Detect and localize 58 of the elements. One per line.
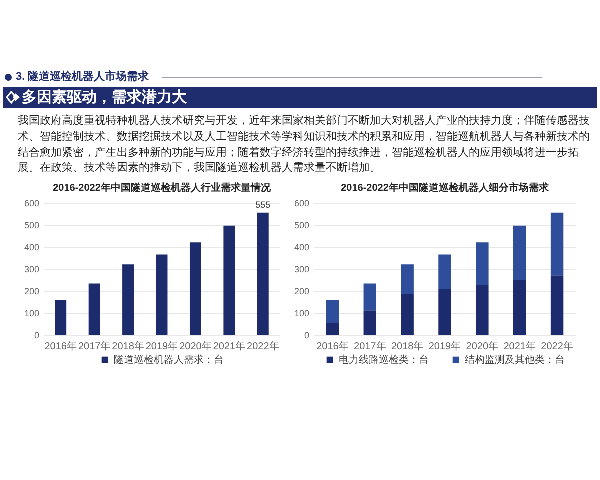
y-tick-label: 500 — [294, 220, 310, 230]
bar — [190, 242, 202, 335]
legend-label: 结构监测及其他类：台 — [465, 354, 565, 366]
banner: 多因素驱动，需求潜力大 — [3, 87, 597, 108]
x-tick-label: 2016年 — [316, 340, 349, 352]
x-tick-label: 2020年 — [466, 340, 499, 352]
x-tick-label: 2017年 — [354, 340, 386, 352]
y-tick-label: 0 — [34, 330, 40, 340]
x-tick-label: 2018年 — [112, 340, 144, 352]
bar — [550, 212, 564, 276]
x-tick-label: 2021年 — [213, 340, 246, 352]
x-tick-label: 2020年 — [180, 340, 212, 352]
text: 我国政府高度重视特种机器人技术研究与开发，近年来国家相关部门不断加大对机器人产业的扶持力度；伴随传感器技术、智能控制技术、数据挖掘技术以及人工智能技术等学科知识和技术的积累和应用，智能巡航机器人与各种新技术的结合愈加紧密，产生出多种新的功能与应用；随着数字经济转型的持续推进，智能巡检机器人的应用领域将进一步拓展。在政策、技术等因素的推动下，我国隧道巡检机器人需求量不断增加。 — [18, 114, 591, 176]
bar — [476, 285, 489, 335]
text: 3. 隧道巡检机器人市场需求 — [16, 70, 150, 85]
y-tick-label: 0 — [304, 330, 310, 340]
bar — [476, 242, 489, 286]
bar — [364, 284, 377, 311]
bar — [122, 264, 134, 335]
chart-title: 2016-2022年中国隧道巡检机器人行业需求量情况 — [53, 182, 272, 194]
bar — [364, 310, 377, 335]
data-label: 555 — [256, 200, 271, 210]
bar — [513, 226, 526, 280]
bar — [326, 323, 340, 335]
y-tick-label: 600 — [294, 198, 310, 208]
bar — [550, 276, 564, 335]
bar — [326, 300, 340, 324]
bar — [224, 226, 236, 335]
bar — [438, 289, 452, 335]
y-tick-label: 400 — [24, 242, 40, 252]
x-tick-label: 2019年 — [146, 340, 178, 352]
y-tick-label: 100 — [294, 308, 310, 318]
bar — [438, 254, 452, 290]
y-tick-label: 300 — [24, 264, 40, 274]
y-tick-label: 100 — [24, 308, 40, 318]
x-tick-label: 2022年 — [541, 340, 574, 352]
y-tick-label: 600 — [24, 198, 40, 208]
x-tick-label: 2018年 — [391, 340, 424, 352]
x-tick-label: 2019年 — [428, 340, 462, 352]
y-tick-label: 200 — [24, 286, 40, 296]
bar — [401, 294, 414, 335]
x-tick-label: 2021年 — [504, 340, 536, 352]
bar — [55, 300, 67, 335]
bar — [88, 284, 100, 335]
x-tick-label: 2017年 — [78, 340, 111, 352]
bar — [401, 264, 414, 294]
y-tick-label: 500 — [24, 220, 40, 230]
x-tick-label: 2022年 — [247, 340, 280, 352]
y-tick-label: 400 — [294, 242, 310, 252]
x-tick-label: 2016年 — [44, 340, 77, 352]
chart-title: 2016-2022年中国隧道巡检机器人细分市场需求 — [341, 182, 550, 194]
bar — [257, 212, 269, 335]
y-tick-label: 200 — [294, 286, 310, 296]
bar — [513, 280, 526, 335]
bar — [156, 254, 168, 335]
y-tick-label: 300 — [294, 264, 310, 274]
legend-label: 隧道巡检机器人需求：台 — [114, 354, 224, 366]
legend-label: 电力线路巡检类：台 — [339, 354, 429, 366]
